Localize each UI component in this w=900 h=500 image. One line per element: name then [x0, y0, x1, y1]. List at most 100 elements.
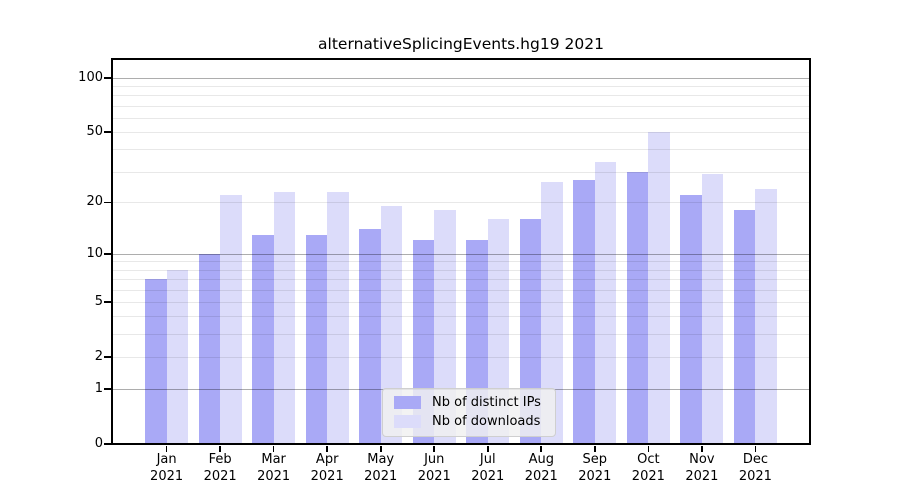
y-tick-mark-10 — [104, 252, 111, 255]
x-tick-label-aug: Aug 2021 — [509, 452, 573, 485]
x-label-month: Feb — [208, 452, 232, 467]
y-tick-label-20: 20 — [86, 194, 103, 210]
legend-item-distinct-ips: Nb of distinct IPs — [394, 395, 541, 410]
legend-label-distinct-ips: Nb of distinct IPs — [432, 395, 541, 410]
bar-downloads-jun — [434, 210, 456, 444]
x-label-month: May — [367, 452, 395, 467]
x-label-month: Jan — [156, 452, 177, 467]
gridline-5 — [112, 301, 810, 303]
x-label-year: 2021 — [738, 468, 772, 484]
x-tick-label-feb: Feb 2021 — [188, 452, 252, 485]
gridline-7 — [112, 279, 810, 280]
x-label-year: 2021 — [150, 468, 184, 484]
gridline-90 — [112, 86, 810, 88]
y-tick-label-50: 50 — [86, 124, 103, 140]
x-label-year: 2021 — [417, 468, 451, 484]
x-tick-label-jan: Jan 2021 — [135, 452, 199, 485]
x-label-month: Dec — [742, 452, 768, 467]
x-label-year: 2021 — [631, 468, 665, 484]
gridline-40 — [112, 149, 810, 151]
gridline-9 — [112, 261, 810, 263]
bar-downloads-oct — [648, 132, 670, 444]
x-tick-label-nov: Nov 2021 — [670, 452, 734, 485]
x-tick-label-jun: Jun 2021 — [402, 452, 466, 485]
y-tick-label-0: 0 — [94, 436, 103, 451]
gridline-60 — [112, 117, 810, 119]
x-tick-mark-sep — [594, 446, 596, 452]
x-tick-mark-oct — [647, 446, 650, 452]
legend-swatch-distinct-ips — [394, 396, 421, 409]
bar-ips-oct — [626, 171, 649, 444]
x-label-month: Apr — [315, 452, 339, 467]
gridline-80 — [112, 95, 810, 97]
x-label-year: 2021 — [471, 468, 505, 484]
x-tick-label-dec: Dec 2021 — [723, 452, 787, 485]
x-tick-mark-mar — [272, 446, 275, 452]
y-tick-mark-50 — [104, 131, 111, 133]
gridline-2 — [112, 356, 810, 358]
gridline-30 — [112, 171, 810, 173]
x-tick-mark-feb — [219, 446, 221, 452]
x-tick-mark-nov — [701, 446, 703, 452]
x-label-month: Aug — [528, 452, 554, 467]
x-label-month: Sep — [582, 452, 608, 467]
x-tick-mark-jan — [165, 446, 168, 452]
gridline-6 — [112, 289, 810, 291]
x-tick-mark-jul — [486, 446, 489, 452]
bar-downloads-sep — [594, 161, 617, 444]
x-tick-mark-aug — [540, 446, 543, 452]
gridline-3 — [112, 334, 810, 335]
x-label-year: 2021 — [685, 468, 719, 484]
bar-ips-sep — [573, 179, 595, 444]
bar-downloads-jul — [487, 219, 510, 444]
bar-ips-mar — [252, 234, 274, 444]
legend-swatch-downloads — [394, 415, 421, 428]
x-tick-mark-apr — [326, 446, 328, 452]
bar-downloads-mar — [273, 191, 296, 444]
x-label-year: 2021 — [364, 468, 398, 484]
gridline-10 — [112, 253, 810, 255]
x-label-month: Oct — [637, 452, 660, 467]
x-label-year: 2021 — [578, 468, 612, 484]
bar-downloads-feb — [220, 195, 242, 444]
gridline-20 — [112, 202, 810, 204]
gridline-4 — [112, 316, 810, 318]
x-label-month: Mar — [261, 452, 286, 467]
y-tick-mark-0 — [104, 443, 111, 445]
bar-downloads-nov — [701, 174, 724, 444]
gridline-8 — [112, 269, 810, 271]
plot-area: Nb of distinct IPs Nb of downloads — [111, 58, 811, 445]
x-label-year: 2021 — [257, 468, 291, 484]
bar-downloads-dec — [755, 188, 777, 444]
y-tick-mark-2 — [104, 356, 111, 358]
x-label-year: 2021 — [310, 468, 344, 484]
bar-downloads-may — [380, 206, 403, 444]
y-tick-mark-5 — [104, 301, 111, 303]
bar-ips-jan — [145, 279, 167, 444]
gridline-50 — [112, 132, 810, 134]
x-label-month: Jun — [424, 452, 445, 467]
x-tick-label-may: May 2021 — [349, 452, 413, 485]
y-tick-mark-100 — [104, 76, 111, 79]
bar-downloads-jan — [166, 269, 189, 444]
x-tick-label-sep: Sep 2021 — [563, 452, 627, 485]
x-tick-label-mar: Mar 2021 — [242, 452, 306, 485]
bar-downloads-aug — [541, 182, 563, 444]
x-tick-mark-dec — [754, 446, 757, 452]
bar-downloads-apr — [327, 191, 349, 444]
x-label-year: 2021 — [524, 468, 558, 484]
x-tick-mark-may — [379, 446, 382, 452]
gridline-70 — [112, 105, 810, 107]
bar-ips-may — [359, 229, 381, 444]
y-tick-label-5: 5 — [94, 293, 103, 309]
bar-ips-aug — [519, 219, 542, 444]
x-tick-label-apr: Apr 2021 — [295, 452, 359, 485]
x-tick-mark-jun — [433, 446, 436, 452]
chart-title: alternativeSplicingEvents.hg19 2021 — [318, 35, 604, 53]
y-tick-label-10: 10 — [86, 245, 103, 261]
x-tick-label-jul: Jul 2021 — [456, 452, 520, 485]
gridline-100 — [112, 77, 810, 79]
x-label-month: Jul — [479, 452, 496, 467]
y-tick-label-2: 2 — [94, 348, 103, 364]
